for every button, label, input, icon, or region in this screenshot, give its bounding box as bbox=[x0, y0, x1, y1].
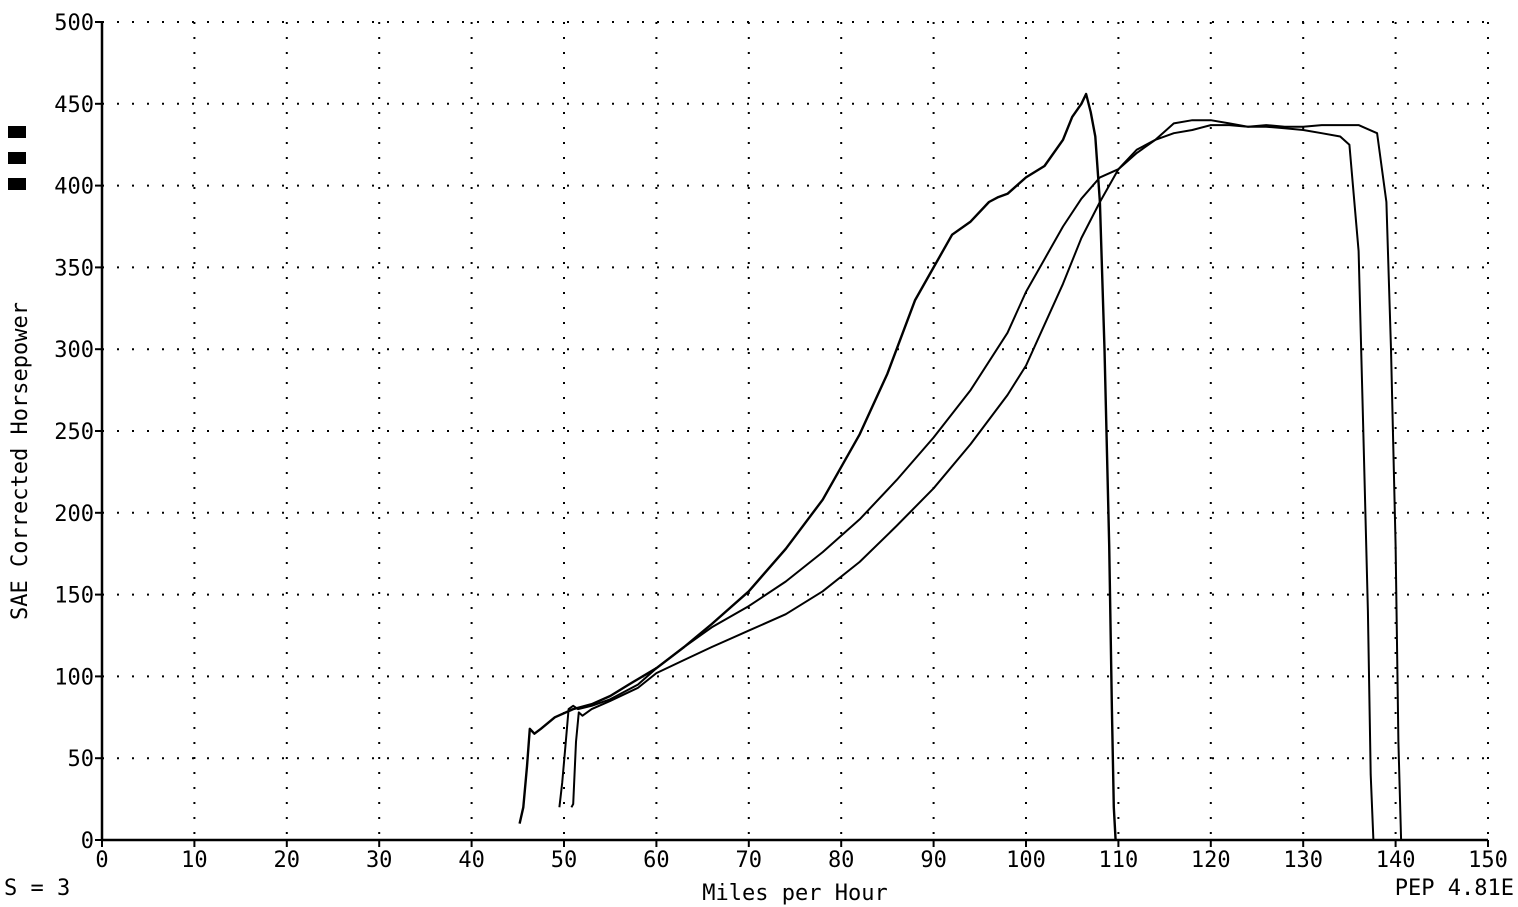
x-tick-label: 50 bbox=[551, 848, 578, 873]
y-tick-label: 400 bbox=[54, 175, 94, 200]
x-tick-label: 90 bbox=[920, 848, 947, 873]
x-tick-label: 60 bbox=[643, 848, 670, 873]
legend-marker-1 bbox=[8, 126, 26, 138]
y-tick-label: 100 bbox=[54, 665, 94, 690]
series-line-1 bbox=[518, 92, 1117, 841]
x-tick-label: 70 bbox=[736, 848, 763, 873]
y-axis-label: SAE Corrected Horsepower bbox=[8, 302, 33, 620]
y-tick-label: 50 bbox=[68, 747, 95, 772]
x-tick-label: 150 bbox=[1468, 848, 1508, 873]
smoothing-label: S = 3 bbox=[4, 876, 71, 901]
x-tick-label: 140 bbox=[1376, 848, 1416, 873]
version-label: PEP 4.81E bbox=[1394, 876, 1514, 901]
legend-marker-3 bbox=[8, 178, 26, 190]
y-tick-label: 0 bbox=[81, 829, 94, 854]
x-tick-label: 100 bbox=[1006, 848, 1046, 873]
series-line-3 bbox=[570, 119, 1403, 841]
x-tick-label: 20 bbox=[274, 848, 301, 873]
series-lines bbox=[518, 92, 1403, 841]
y-tick-label: 250 bbox=[54, 420, 94, 445]
series-line-2 bbox=[558, 124, 1375, 841]
x-tick-label: 0 bbox=[95, 848, 108, 873]
x-tick-label: 130 bbox=[1283, 848, 1323, 873]
legend-marker-2 bbox=[8, 152, 26, 164]
x-tick-label: 80 bbox=[828, 848, 855, 873]
x-tick-label: 110 bbox=[1099, 848, 1139, 873]
y-tick-label: 300 bbox=[54, 338, 94, 363]
y-tick-label: 150 bbox=[54, 584, 94, 609]
x-axis-label: Miles per Hour bbox=[702, 881, 887, 906]
x-tick-label: 10 bbox=[181, 848, 208, 873]
tick-labels: 0 10 20 30 40 50 60 70 80 90 100 110 120 130 140 150 0 50… bbox=[54, 11, 1508, 873]
y-tick-label: 350 bbox=[54, 256, 94, 281]
x-tick-label: 30 bbox=[366, 848, 393, 873]
axes bbox=[95, 21, 1489, 847]
x-tick-label: 40 bbox=[458, 848, 485, 873]
grid bbox=[102, 21, 1489, 840]
y-tick-label: 200 bbox=[54, 502, 94, 527]
y-tick-label: 450 bbox=[54, 93, 94, 118]
x-tick-label: 120 bbox=[1191, 848, 1231, 873]
y-tick-label: 500 bbox=[54, 11, 94, 36]
